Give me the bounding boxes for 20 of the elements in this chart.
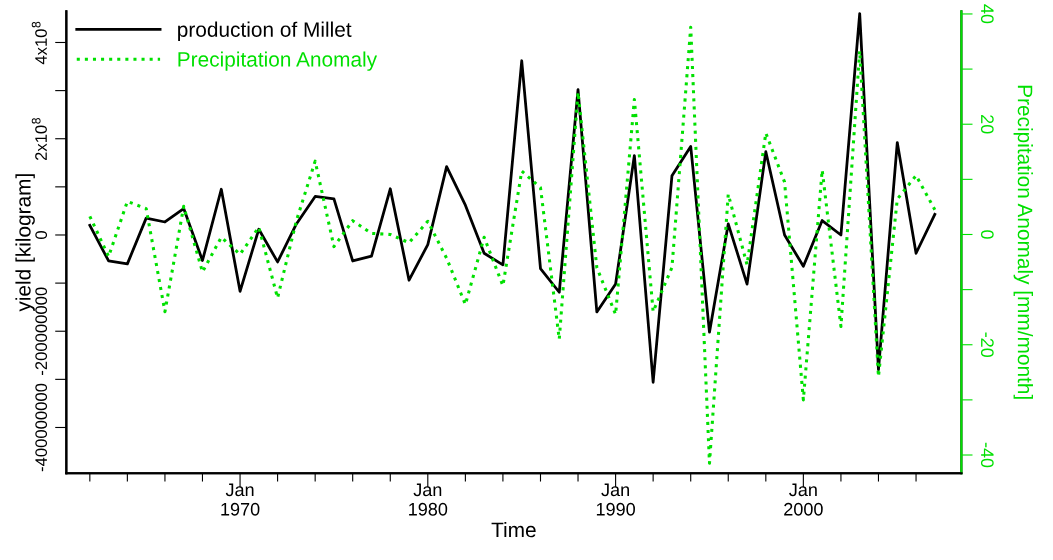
y2-axis-title: Precipitation Anomaly [mm/month] — [1013, 85, 1033, 399]
x-tick-label: Jan 1970 — [221, 483, 260, 516]
x-tick-label: Jan 1980 — [409, 483, 448, 516]
y2-tick-label: 40 — [980, 4, 994, 24]
y2-tick-label: 0 — [980, 230, 994, 239]
y-tick-label: 2x10$^{8}$ — [31, 117, 47, 161]
x-tick-label: Jan 1990 — [596, 483, 635, 516]
y2-tick-label: -40 — [980, 442, 994, 468]
y2-tick-label: 20 — [980, 115, 994, 134]
y-tick-label: -400000000 — [35, 383, 48, 472]
x-axis-title: Time — [491, 521, 536, 538]
y-tick-label: 4x10$^{8}$ — [31, 21, 47, 65]
legend-label: Precipitation Anomaly — [178, 51, 378, 71]
y-tick-label: 0 — [35, 231, 48, 239]
y-tick-label: -200000000 — [35, 287, 48, 375]
x-tick-label: Jan 2000 — [784, 483, 823, 516]
y-axis-title: yield [kilogram] — [15, 174, 35, 312]
legend-label: production of Millet — [178, 21, 352, 42]
line-series — [88, 12, 937, 384]
y2-tick-label: -20 — [980, 332, 994, 358]
